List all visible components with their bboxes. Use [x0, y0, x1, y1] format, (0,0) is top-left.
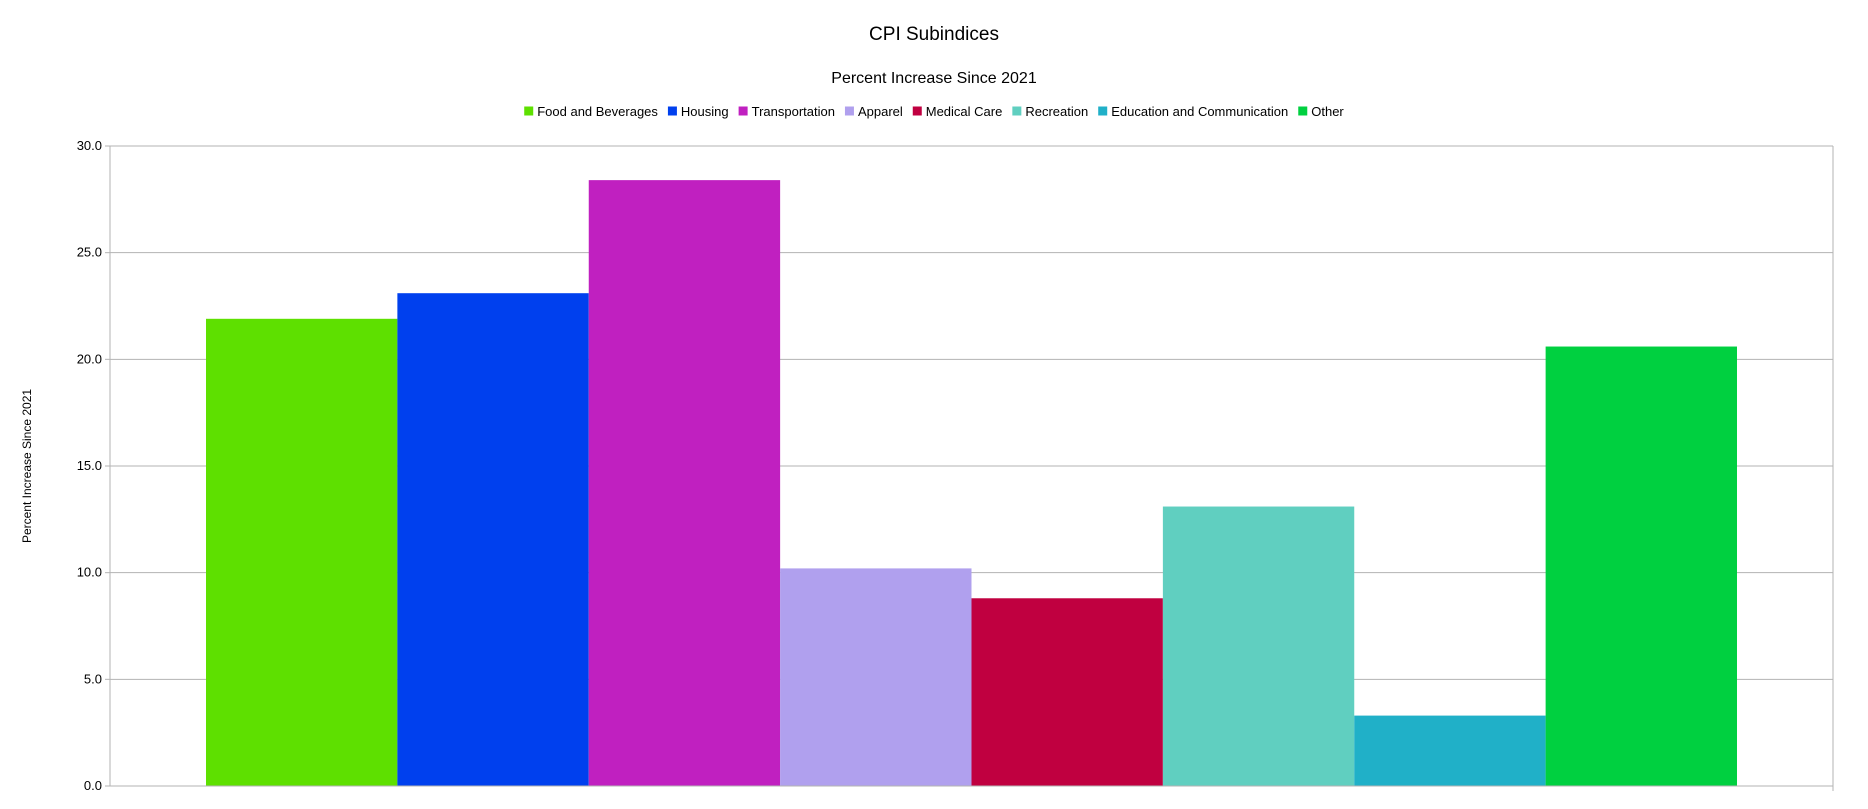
- y-tick-label: 15.0: [77, 458, 102, 473]
- chart-title: CPI Subindices: [869, 24, 999, 45]
- axes: 0.0 5.0 10.0 15.0 20.0 25.0 30.0: [77, 138, 1834, 793]
- legend-label: Food and Beverages: [537, 104, 658, 119]
- y-axis-label: Percent Increase Since 2021: [20, 389, 34, 543]
- legend-swatch: [524, 106, 534, 116]
- bar-housing: [397, 293, 589, 786]
- y-tick-label: 5.0: [84, 671, 102, 686]
- y-tick-label: 25.0: [77, 245, 102, 260]
- legend-label: Housing: [681, 104, 729, 119]
- legend-swatch: [912, 106, 922, 116]
- bar-education-and-communication: [1354, 715, 1546, 786]
- legend-swatch: [738, 106, 748, 116]
- bar-transportation: [588, 180, 781, 787]
- legend-label: Education and Communication: [1111, 104, 1288, 119]
- chart-subtitle: Percent Increase Since 2021: [831, 70, 1037, 87]
- legend-label: Transportation: [752, 104, 835, 119]
- legend-swatch: [1012, 106, 1022, 116]
- bars: [206, 180, 1737, 787]
- y-tick-label: 30.0: [77, 138, 102, 153]
- legend-label: Apparel: [858, 104, 903, 119]
- legend: Food and Beverages Housing Transportation A…: [524, 104, 1344, 119]
- legend-label: Other: [1311, 104, 1344, 119]
- y-tick-label: 10.0: [77, 565, 102, 580]
- y-tick-label: 0.0: [84, 778, 102, 793]
- bar-recreation: [1162, 506, 1355, 786]
- legend-swatch: [667, 106, 677, 116]
- bar-apparel: [780, 568, 972, 786]
- legend-label: Recreation: [1025, 104, 1088, 119]
- legend-swatch: [844, 106, 854, 116]
- legend-label: Medical Care: [926, 104, 1003, 119]
- bar-medical-care: [971, 598, 1163, 786]
- legend-swatch: [1098, 106, 1108, 116]
- legend-swatch: [1298, 106, 1308, 116]
- bar-other: [1545, 346, 1737, 786]
- y-tick-label: 20.0: [77, 351, 102, 366]
- bar-food-and-beverages: [206, 318, 398, 786]
